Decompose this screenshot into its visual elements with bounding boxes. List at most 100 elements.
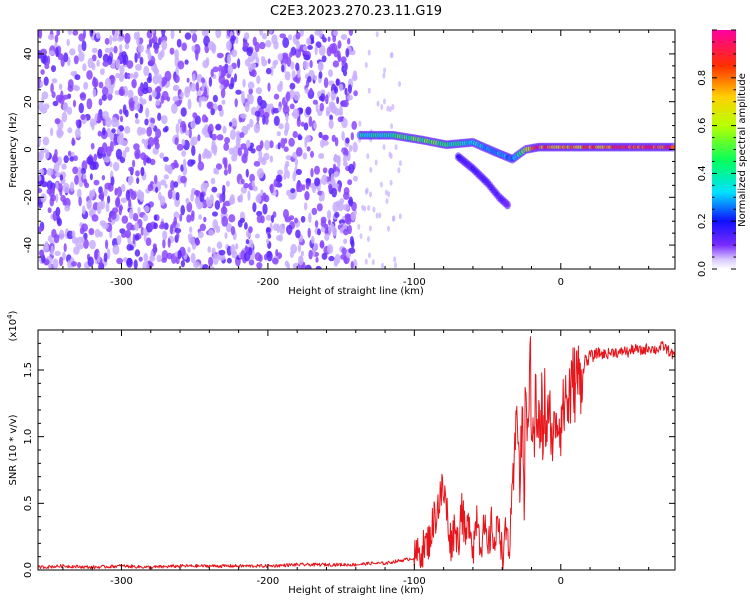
- spectrogram-noise-cell: [249, 142, 254, 149]
- spectrogram-noise-cell: [273, 115, 280, 126]
- spectrogram-noise-cell: [175, 191, 180, 201]
- spectrogram-noise-cell: [161, 79, 166, 87]
- spectrogram-noise-cell: [153, 174, 158, 184]
- spectrogram-noise-cell: [304, 190, 310, 201]
- spectrogram-noise-cell: [295, 168, 302, 176]
- spectrogram-noise-cell: [308, 249, 313, 260]
- spectrogram-noise-cell: [352, 141, 358, 153]
- spectrogram-noise-cell: [287, 227, 292, 236]
- spectrogram-noise-cell: [228, 121, 233, 127]
- spectrogram-noise-cell: [250, 62, 257, 70]
- spectrogram-noise-cell: [305, 135, 311, 143]
- spectrogram-noise-cell: [124, 229, 131, 239]
- spectrogram-noise-cell: [263, 152, 270, 161]
- spectrogram-noise-cell: [245, 139, 251, 148]
- spectrogram-noise-cell: [249, 118, 254, 128]
- spectrogram-noise-cell: [139, 56, 144, 65]
- spectrogram-noise-cell: [47, 207, 52, 214]
- spectrogram-noise-cell: [156, 254, 162, 263]
- spectrogram-noise-cell: [328, 69, 333, 77]
- spectrogram-noise-cell: [109, 47, 114, 53]
- spectrogram-noise-cell: [70, 71, 77, 77]
- spectrogram-noise-cell: [272, 107, 280, 114]
- spectrogram-noise-cell: [86, 200, 93, 209]
- spectrogram-noise-cell: [364, 258, 368, 265]
- spectrogram-noise-cell: [318, 153, 325, 159]
- spectrogram-noise-cell: [209, 194, 214, 204]
- spectrogram-noise-cell: [134, 112, 139, 119]
- spectrogram-noise-cell: [398, 213, 402, 220]
- spectrogram-noise-cell: [292, 131, 298, 138]
- spectrogram-noise-cell: [191, 45, 196, 52]
- spectrogram-noise-cell: [75, 128, 81, 139]
- spectrogram-noise-cell: [67, 30, 72, 36]
- spectrogram-noise-cell: [204, 87, 208, 98]
- spectrogram-noise-cell: [56, 30, 60, 36]
- spectrogram-noise-cell: [246, 47, 253, 56]
- spectrogram-noise-cell: [180, 164, 184, 172]
- spectrogram-noise-cell: [147, 136, 155, 147]
- spectrogram-noise-cell: [224, 137, 231, 144]
- spectrogram-noise-cell: [371, 259, 375, 266]
- spectrogram-noise-cell: [188, 236, 195, 244]
- spectrogram-noise-cell: [256, 145, 262, 152]
- spectrogram-noise-cell: [330, 223, 335, 231]
- spectrogram-noise-cell: [176, 232, 180, 240]
- spectrogram-noise-cell: [255, 87, 262, 95]
- spectrogram-noise-cell: [89, 173, 93, 181]
- spectrogram-noise-cell: [111, 30, 115, 36]
- spectrogram-noise-cell: [59, 188, 63, 196]
- spectrogram-noise-cell: [92, 88, 97, 98]
- spectrogram-noise-cell: [313, 75, 318, 81]
- spectrogram-noise-cell: [256, 168, 264, 179]
- spectrogram-noise-cell: [243, 147, 249, 158]
- spectrogram-noise-cell: [134, 222, 140, 231]
- spectrogram-noise-cell: [303, 122, 309, 131]
- spectrogram-noise-cell: [247, 190, 251, 201]
- spectrogram-noise-cell: [276, 131, 281, 137]
- spectrogram-noise-cell: [300, 215, 306, 223]
- spectrogram-noise-cell: [347, 94, 353, 101]
- spectrogram-noise-cell: [78, 166, 82, 176]
- spectrogram-noise-cell: [134, 249, 141, 257]
- spectrogram-noise-cell: [387, 191, 391, 198]
- spectrogram-noise-cell: [218, 254, 226, 261]
- spectrogram-noise-cell: [302, 45, 307, 51]
- spectrogram-noise-cell: [358, 120, 362, 127]
- x-tick-label: -200: [257, 277, 280, 288]
- spectrogram-noise-cell: [185, 197, 190, 204]
- spectrogram-noise-cell: [101, 175, 106, 181]
- spectrogram-noise-cell: [239, 193, 243, 203]
- spectrogram-noise-cell: [326, 209, 332, 220]
- spectrogram-noise-cell: [224, 79, 230, 87]
- spectrogram-noise-cell: [341, 59, 346, 68]
- spectrogram-noise-cell: [269, 140, 274, 149]
- spectrogram-noise-cell: [319, 240, 325, 249]
- spectrogram-noise-cell: [332, 163, 337, 173]
- spectrogram-noise-cell: [89, 239, 96, 250]
- spectrogram-noise-cell: [207, 126, 211, 134]
- spectrogram-noise-cell: [121, 183, 126, 193]
- spectrogram-noise-cell: [333, 154, 338, 163]
- spectrogram-noise-cell: [179, 213, 183, 222]
- spectrogram-noise-cell: [151, 90, 157, 98]
- spectrogram-noise-cell: [312, 99, 318, 105]
- spectrogram-noise-cell: [132, 95, 139, 103]
- spectrogram-noise-cell: [126, 60, 134, 69]
- spectrogram-noise-cell: [105, 146, 112, 158]
- spectrogram-noise-cell: [155, 99, 160, 106]
- spectrogram-noise-cell: [181, 150, 187, 157]
- spectrogram-noise-cell: [71, 261, 77, 267]
- snr-y-unit: (x104): [6, 310, 19, 341]
- spectrogram-noise-cell: [116, 186, 122, 197]
- spectrogram-noise-cell: [336, 96, 340, 105]
- spectrogram-noise-cell: [328, 219, 331, 226]
- spectrogram-noise-cell: [271, 34, 278, 45]
- spectrogram-noise-cell: [210, 108, 215, 116]
- spectrogram-noise-cell: [201, 114, 207, 123]
- spectrogram-noise-cell: [189, 30, 197, 34]
- spectrogram-noise-cell: [240, 113, 247, 119]
- spectrogram-noise-cell: [102, 53, 110, 63]
- spectrogram-noise-cell: [343, 228, 349, 236]
